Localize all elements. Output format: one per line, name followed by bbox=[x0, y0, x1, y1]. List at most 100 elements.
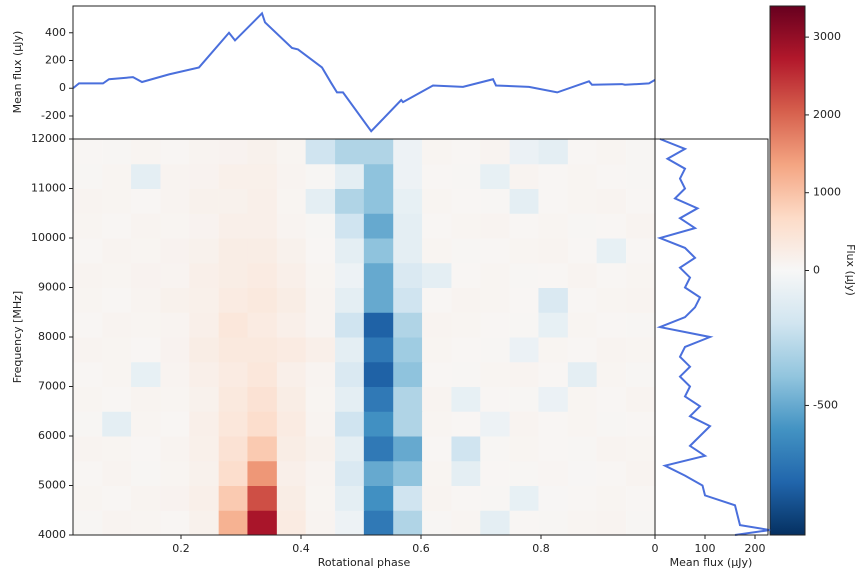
heatmap-cell bbox=[276, 485, 307, 511]
x-tick-label: 200 bbox=[745, 542, 766, 555]
heatmap-cell bbox=[480, 485, 510, 511]
heatmap-cell bbox=[131, 213, 161, 239]
heatmap-cell bbox=[422, 436, 452, 462]
heatmap-cell bbox=[247, 485, 278, 511]
heatmap-cell bbox=[538, 460, 569, 486]
y-axis-label: Frequency [MHz] bbox=[11, 291, 24, 383]
heatmap-cell bbox=[335, 460, 365, 486]
heatmap-cell bbox=[567, 312, 598, 338]
heatmap-cell bbox=[567, 411, 598, 437]
heatmap-cell bbox=[189, 510, 219, 536]
x-tick-label: 0.6 bbox=[412, 542, 430, 555]
heatmap-cell bbox=[626, 510, 656, 536]
heatmap-cell bbox=[480, 213, 510, 239]
heatmap-cell bbox=[102, 485, 132, 511]
heatmap-cell bbox=[451, 411, 482, 437]
heatmap-cell bbox=[626, 337, 656, 363]
heatmap-cell bbox=[480, 337, 510, 363]
heatmap-cell bbox=[451, 163, 482, 189]
heatmap-cell bbox=[102, 139, 132, 165]
heatmap-cell bbox=[131, 312, 161, 338]
heatmap-cell bbox=[538, 485, 569, 511]
heatmap-cell bbox=[393, 510, 423, 536]
heatmap-cell bbox=[160, 287, 191, 313]
heatmap-cell bbox=[596, 485, 627, 511]
heatmap-cell bbox=[538, 436, 569, 462]
heatmap-cell bbox=[218, 337, 249, 363]
heatmap-cell bbox=[567, 287, 598, 313]
heatmap-cell bbox=[131, 188, 161, 214]
heatmap-cell bbox=[451, 238, 482, 264]
heatmap-cell bbox=[305, 510, 336, 536]
heatmap-cell bbox=[102, 386, 132, 412]
heatmap-cell bbox=[422, 386, 452, 412]
heatmap-cell bbox=[538, 139, 569, 165]
heatmap-cell bbox=[335, 361, 365, 387]
y-tick-label: 400 bbox=[45, 26, 66, 39]
heatmap-cell bbox=[363, 163, 394, 189]
heatmap-cell bbox=[102, 262, 132, 288]
heatmap-cell bbox=[102, 163, 132, 189]
heatmap-cell bbox=[567, 139, 598, 165]
heatmap-cell bbox=[451, 188, 482, 214]
heatmap-cell bbox=[626, 139, 656, 165]
heatmap-cell bbox=[305, 238, 336, 264]
heatmap-cell bbox=[363, 262, 394, 288]
heatmap-cell bbox=[596, 188, 627, 214]
heatmap-cell bbox=[102, 213, 132, 239]
heatmap-cell bbox=[247, 188, 278, 214]
y-tick-label: 11000 bbox=[31, 182, 66, 195]
heatmap-cell bbox=[393, 213, 423, 239]
heatmap-cell bbox=[102, 188, 132, 214]
heatmap-cell bbox=[567, 163, 598, 189]
heatmap-cell bbox=[596, 411, 627, 437]
heatmap-cell bbox=[538, 262, 569, 288]
heatmap-cell bbox=[276, 436, 307, 462]
heatmap-cell bbox=[451, 213, 482, 239]
heatmap-cell bbox=[189, 287, 219, 313]
heatmap-cell bbox=[567, 436, 598, 462]
heatmap-cell bbox=[218, 485, 249, 511]
heatmap-cell bbox=[160, 238, 191, 264]
heatmap-cell bbox=[131, 163, 161, 189]
heatmap-cell bbox=[422, 139, 452, 165]
heatmap-cell bbox=[626, 436, 656, 462]
heatmap-cell bbox=[160, 361, 191, 387]
heatmap-cell bbox=[276, 361, 307, 387]
heatmap-cell bbox=[305, 386, 336, 412]
colorbar-tick-label: 0 bbox=[813, 264, 820, 277]
heatmap-cell bbox=[451, 436, 482, 462]
heatmap-cell bbox=[509, 485, 540, 511]
heatmap-cell bbox=[363, 238, 394, 264]
heatmap-cell bbox=[480, 312, 510, 338]
y-tick-label: 4000 bbox=[38, 528, 66, 541]
heatmap-cell bbox=[131, 361, 161, 387]
heatmap-cell bbox=[335, 337, 365, 363]
heatmap-cell bbox=[218, 386, 249, 412]
heatmap-cell bbox=[422, 510, 452, 536]
heatmap-cell bbox=[538, 287, 569, 313]
heatmap-cell bbox=[276, 188, 307, 214]
heatmap-cell bbox=[393, 262, 423, 288]
x-tick-label: 100 bbox=[695, 542, 716, 555]
heatmap-cell bbox=[596, 213, 627, 239]
heatmap-cell bbox=[451, 312, 482, 338]
heatmap-cell bbox=[422, 188, 452, 214]
heatmap-cell bbox=[276, 262, 307, 288]
heatmap-cell bbox=[626, 188, 656, 214]
heatmap-cell bbox=[305, 337, 336, 363]
heatmap-cell bbox=[218, 188, 249, 214]
heatmap-cell bbox=[102, 312, 132, 338]
heatmap-cell bbox=[451, 485, 482, 511]
heatmap-cell bbox=[596, 163, 627, 189]
heatmap-cell bbox=[305, 485, 336, 511]
heatmap-cell bbox=[189, 188, 219, 214]
heatmap-cell bbox=[596, 312, 627, 338]
heatmap-cell bbox=[160, 139, 191, 165]
heatmap-cell bbox=[567, 337, 598, 363]
heatmap-cell bbox=[160, 386, 191, 412]
heatmap-cell bbox=[422, 287, 452, 313]
heatmap-cell bbox=[626, 238, 656, 264]
heatmap-cell bbox=[218, 139, 249, 165]
heatmap-cell bbox=[480, 188, 510, 214]
